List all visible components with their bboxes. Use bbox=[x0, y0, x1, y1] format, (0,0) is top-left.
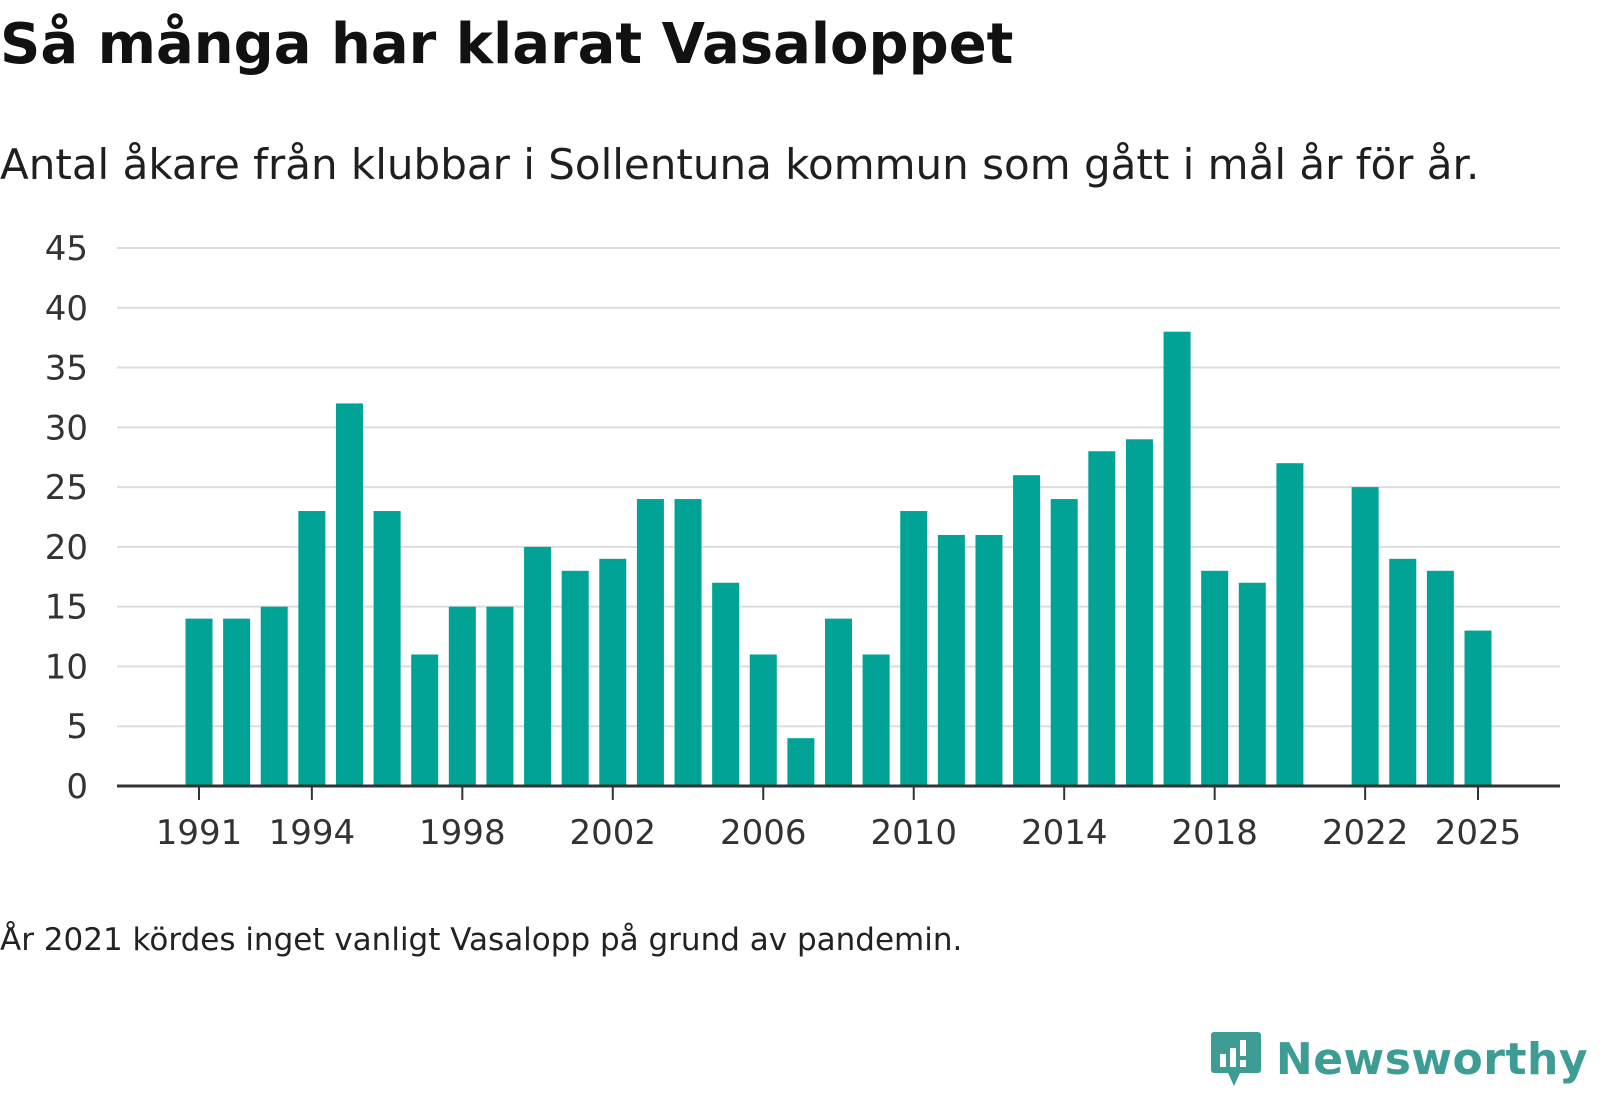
y-tick-label: 30 bbox=[45, 408, 88, 448]
bar-1997 bbox=[411, 654, 439, 786]
bar-1992 bbox=[223, 618, 251, 786]
bar-2008 bbox=[825, 618, 852, 786]
bar-2003 bbox=[636, 499, 664, 786]
bar-2015 bbox=[1088, 451, 1116, 786]
bar-2012 bbox=[975, 534, 1003, 786]
bar-2016 bbox=[1125, 439, 1153, 786]
footnote: År 2021 kördes inget vanligt Vasalopp på… bbox=[0, 922, 963, 958]
newsworthy-logo-text: Newsworthy bbox=[1275, 1033, 1588, 1085]
chart-title: Så många har klarat Vasaloppet bbox=[0, 12, 1014, 77]
newsworthy-logo-icon bbox=[1210, 1032, 1261, 1086]
x-tick-label: 1991 bbox=[156, 813, 243, 853]
bar-2025 bbox=[1464, 630, 1492, 786]
x-tick-label: 1994 bbox=[269, 813, 356, 853]
y-tick-label: 45 bbox=[45, 229, 88, 269]
bar-1993 bbox=[260, 606, 288, 786]
x-tick-label: 2010 bbox=[870, 813, 957, 853]
x-tick-label: 2025 bbox=[1435, 813, 1522, 853]
bar-2024 bbox=[1426, 570, 1454, 786]
newsworthy-logo: Newsworthy bbox=[1210, 1030, 1588, 1088]
y-tick-label: 10 bbox=[45, 647, 88, 687]
bar-1996 bbox=[373, 511, 401, 786]
bar-2011 bbox=[937, 534, 965, 786]
bar-2007 bbox=[787, 738, 815, 786]
x-tick-label: 2022 bbox=[1322, 813, 1409, 853]
bar-2019 bbox=[1238, 582, 1266, 786]
bar-2020 bbox=[1276, 463, 1304, 786]
bar-1994 bbox=[298, 511, 326, 786]
bar-1995 bbox=[335, 403, 363, 786]
y-tick-label: 0 bbox=[66, 767, 88, 807]
bar-1998 bbox=[448, 606, 476, 786]
bar-1991 bbox=[185, 618, 213, 786]
x-tick-label: 2006 bbox=[720, 813, 807, 853]
chart-subtitle: Antal åkare från klubbar i Sollentuna ko… bbox=[0, 140, 1480, 189]
bar-2000 bbox=[524, 546, 552, 786]
bar-2001 bbox=[561, 570, 589, 786]
bar-2013 bbox=[1013, 475, 1041, 786]
y-tick-label: 25 bbox=[45, 468, 88, 508]
y-tick-label: 40 bbox=[45, 289, 88, 329]
y-tick-label: 20 bbox=[45, 528, 88, 568]
bar-2006 bbox=[749, 654, 777, 786]
bar-2017 bbox=[1163, 331, 1191, 786]
y-tick-label: 5 bbox=[66, 707, 88, 747]
bar-2002 bbox=[599, 558, 627, 786]
x-tick-label: 2018 bbox=[1171, 813, 1258, 853]
bar-2023 bbox=[1389, 558, 1417, 786]
bar-2014 bbox=[1050, 499, 1078, 786]
y-tick-label: 15 bbox=[45, 588, 88, 628]
bar-2004 bbox=[674, 499, 702, 786]
x-tick-label: 1998 bbox=[419, 813, 506, 853]
bar-2022 bbox=[1351, 487, 1379, 786]
bar-2018 bbox=[1201, 570, 1229, 786]
y-tick-label: 35 bbox=[45, 349, 88, 389]
bar-2009 bbox=[862, 654, 890, 786]
x-tick-label: 2002 bbox=[570, 813, 657, 853]
bar-2010 bbox=[900, 511, 928, 786]
x-tick-label: 2014 bbox=[1021, 813, 1108, 853]
bar-2005 bbox=[712, 582, 740, 786]
bar-1999 bbox=[486, 606, 514, 786]
